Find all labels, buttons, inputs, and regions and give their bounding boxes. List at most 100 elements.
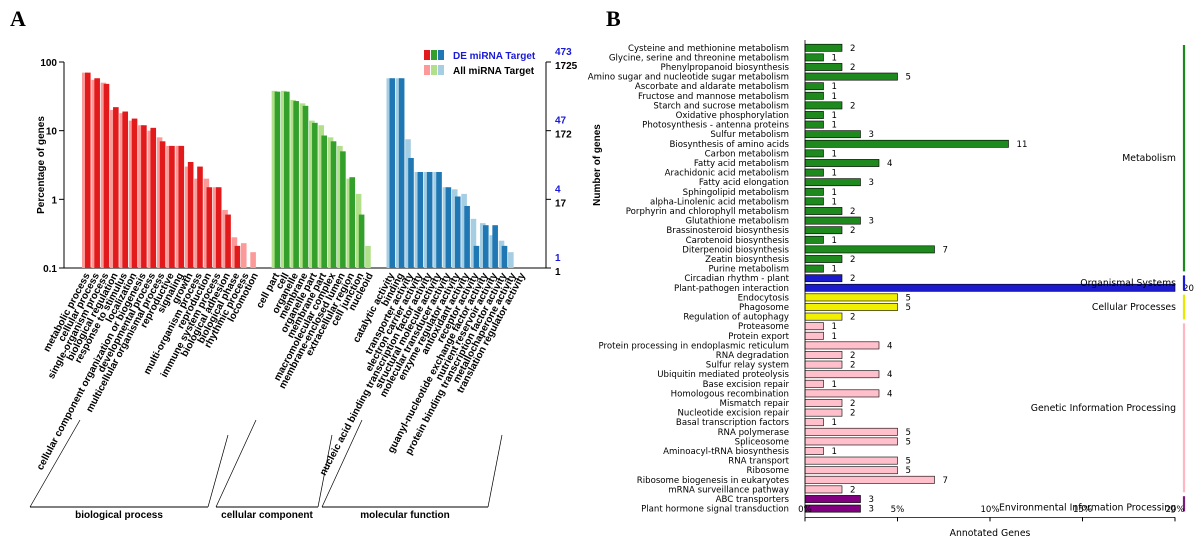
bar-all	[184, 166, 191, 268]
pathway-label: Aminoacyl-tRNA biosynthesis	[663, 447, 789, 457]
pathway-bar	[804, 475, 935, 484]
pathway-label: Fructose and mannose metabolism	[638, 92, 789, 102]
pathway-bar	[804, 447, 824, 455]
go-chart: 100 473 1725 10 47 172 1 4 17 0.1 1 1 Percentage of …	[29, 47, 603, 521]
pathway-label: Nucleotide excision repair	[677, 409, 789, 419]
pathway-label: Homologous recombination	[671, 389, 789, 399]
bar-all	[405, 139, 411, 268]
pathway-value: 1	[832, 447, 837, 457]
pathway-value: 5	[906, 303, 911, 313]
x-tick-label: 20%	[1165, 505, 1184, 515]
bar-all	[250, 252, 256, 268]
pathway-value: 2	[850, 351, 855, 361]
legend-swatch	[431, 50, 437, 60]
pathway-value: 3	[869, 130, 874, 140]
pathway-label: Glutathione metabolism	[685, 217, 789, 227]
pathway-bar	[804, 341, 880, 350]
pathway-label: Starch and sucrose metabolism	[653, 101, 789, 111]
y-tick-label: 1	[51, 195, 57, 206]
pathway-bar	[804, 360, 843, 369]
pathway-bar	[804, 168, 824, 177]
pathway-bar	[804, 82, 824, 91]
legend-swatch	[438, 65, 444, 75]
category-label: Cellular Processes	[1092, 302, 1176, 313]
pathway-label: Ubiquitin mediated proteolysis	[657, 370, 789, 380]
pathway-value: 2	[850, 255, 855, 265]
pathway-value: 2	[850, 485, 855, 495]
panel-b-label: B	[606, 6, 621, 31]
pathway-value: 2	[850, 44, 855, 54]
pathway-bar	[804, 303, 898, 311]
pathway-label: Cysteine and methionine metabolism	[628, 44, 789, 54]
bar-all	[498, 240, 505, 268]
bar-de	[159, 141, 166, 268]
pathway-bar	[804, 274, 843, 283]
y-tick-label: 100	[40, 58, 57, 69]
pathway-bar	[804, 408, 843, 417]
pathway-value: 1	[832, 236, 837, 246]
pathway-value: 1	[832, 53, 837, 63]
pathway-label: Plant hormone signal transduction	[641, 505, 789, 515]
pathway-value: 1	[832, 332, 837, 342]
x-tick-label: 10%	[980, 505, 999, 515]
bar-all	[119, 113, 125, 268]
pathway-bar	[804, 255, 843, 263]
pathway-bar	[804, 312, 843, 321]
pathway-label: Ribosome biogenesis in eukaryotes	[637, 476, 790, 486]
pathway-bar	[804, 91, 824, 100]
pathway-bar	[804, 495, 861, 503]
bar-de	[417, 172, 424, 268]
bar-all	[194, 178, 200, 268]
pathway-label: Arachidonic acid metabolism	[665, 169, 789, 179]
pathway-label: Sulfur relay system	[706, 361, 789, 371]
bar-all	[299, 103, 306, 268]
pathway-value: 5	[906, 466, 911, 476]
pathway-value: 1	[832, 265, 837, 275]
group-bracket-diag	[487, 434, 503, 508]
bar-all	[461, 193, 467, 268]
bar-de	[197, 166, 203, 268]
pathway-label: RNA transport	[728, 457, 789, 467]
legend-label: All miRNA Target	[453, 66, 535, 77]
pathway-bar	[804, 72, 898, 81]
pathway-label: Regulation of autophagy	[683, 313, 789, 323]
y2-tick-de: 4	[555, 184, 561, 195]
category-label: Organismal Systems	[1080, 278, 1176, 289]
bar-de	[178, 145, 185, 268]
bar-all	[203, 178, 210, 268]
bar-de	[321, 135, 327, 268]
bar-de	[389, 78, 396, 268]
pathway-value: 5	[906, 437, 911, 447]
pathway-bar	[804, 197, 824, 206]
bar-all	[337, 145, 343, 268]
bar-all	[138, 125, 144, 268]
pathway-label: Proteasome	[738, 322, 789, 332]
group-bracket-diag	[215, 419, 257, 508]
pathway-bar	[804, 264, 824, 273]
pathway-bar	[804, 379, 824, 388]
y2-tick-de: 47	[555, 116, 567, 127]
y2-tick-de: 473	[555, 47, 572, 58]
bar-de	[454, 196, 461, 268]
pathway-label: Carotenoid biosynthesis	[686, 236, 790, 246]
x-tick-label: 15%	[1073, 505, 1092, 515]
pathway-bar	[804, 351, 843, 359]
legend-swatch	[438, 50, 444, 60]
pathway-label: Spliceosome	[735, 437, 789, 447]
bar-all	[327, 137, 334, 268]
pathway-value: 2	[850, 409, 855, 419]
pathway-label: Purine metabolism	[709, 265, 790, 275]
group-label: molecular function	[360, 510, 449, 521]
pathway-label: Fatty acid elongation	[699, 178, 789, 188]
bar-de	[483, 225, 489, 268]
bar-de	[312, 122, 318, 268]
bar-all	[355, 193, 362, 268]
pathway-bar	[804, 178, 861, 187]
bar-de	[445, 187, 452, 268]
bar-all	[222, 209, 228, 268]
pathway-value: 3	[869, 495, 874, 505]
category-label: Genetic Information Processing	[1031, 403, 1176, 414]
bar-de	[150, 127, 157, 268]
category-label: Environmental Information Processing	[999, 502, 1176, 513]
